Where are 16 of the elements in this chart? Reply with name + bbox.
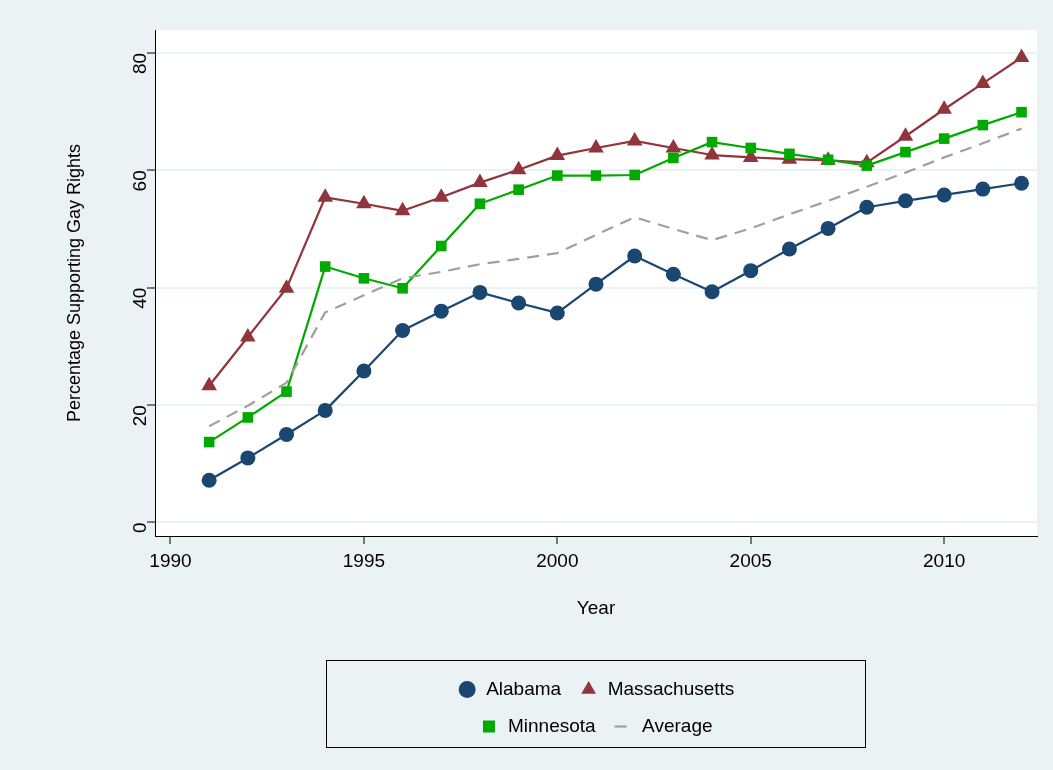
x-tick-label: 2000 [536,549,579,571]
legend-label: Minnesota [507,714,597,736]
legend-label: Alabama [486,677,562,699]
y-axis-title: Percentage Supporting Gay Rights [63,143,84,423]
y-tick-label: 20 [129,405,151,427]
legend-label: Massachusetts [607,677,735,699]
x-tick-label: 2010 [923,549,966,571]
x-tick-label: 1995 [342,549,386,571]
y-tick-label: 60 [129,170,151,192]
legend-label: Average [642,714,713,736]
x-tick-label: 1990 [149,549,192,571]
x-axis-title: Year [576,596,616,618]
x-tick-label: 2005 [729,549,772,571]
y-tick-label: 0 [129,522,151,534]
y-tick-label: 40 [129,287,151,309]
y-tick-label: 80 [129,52,151,75]
